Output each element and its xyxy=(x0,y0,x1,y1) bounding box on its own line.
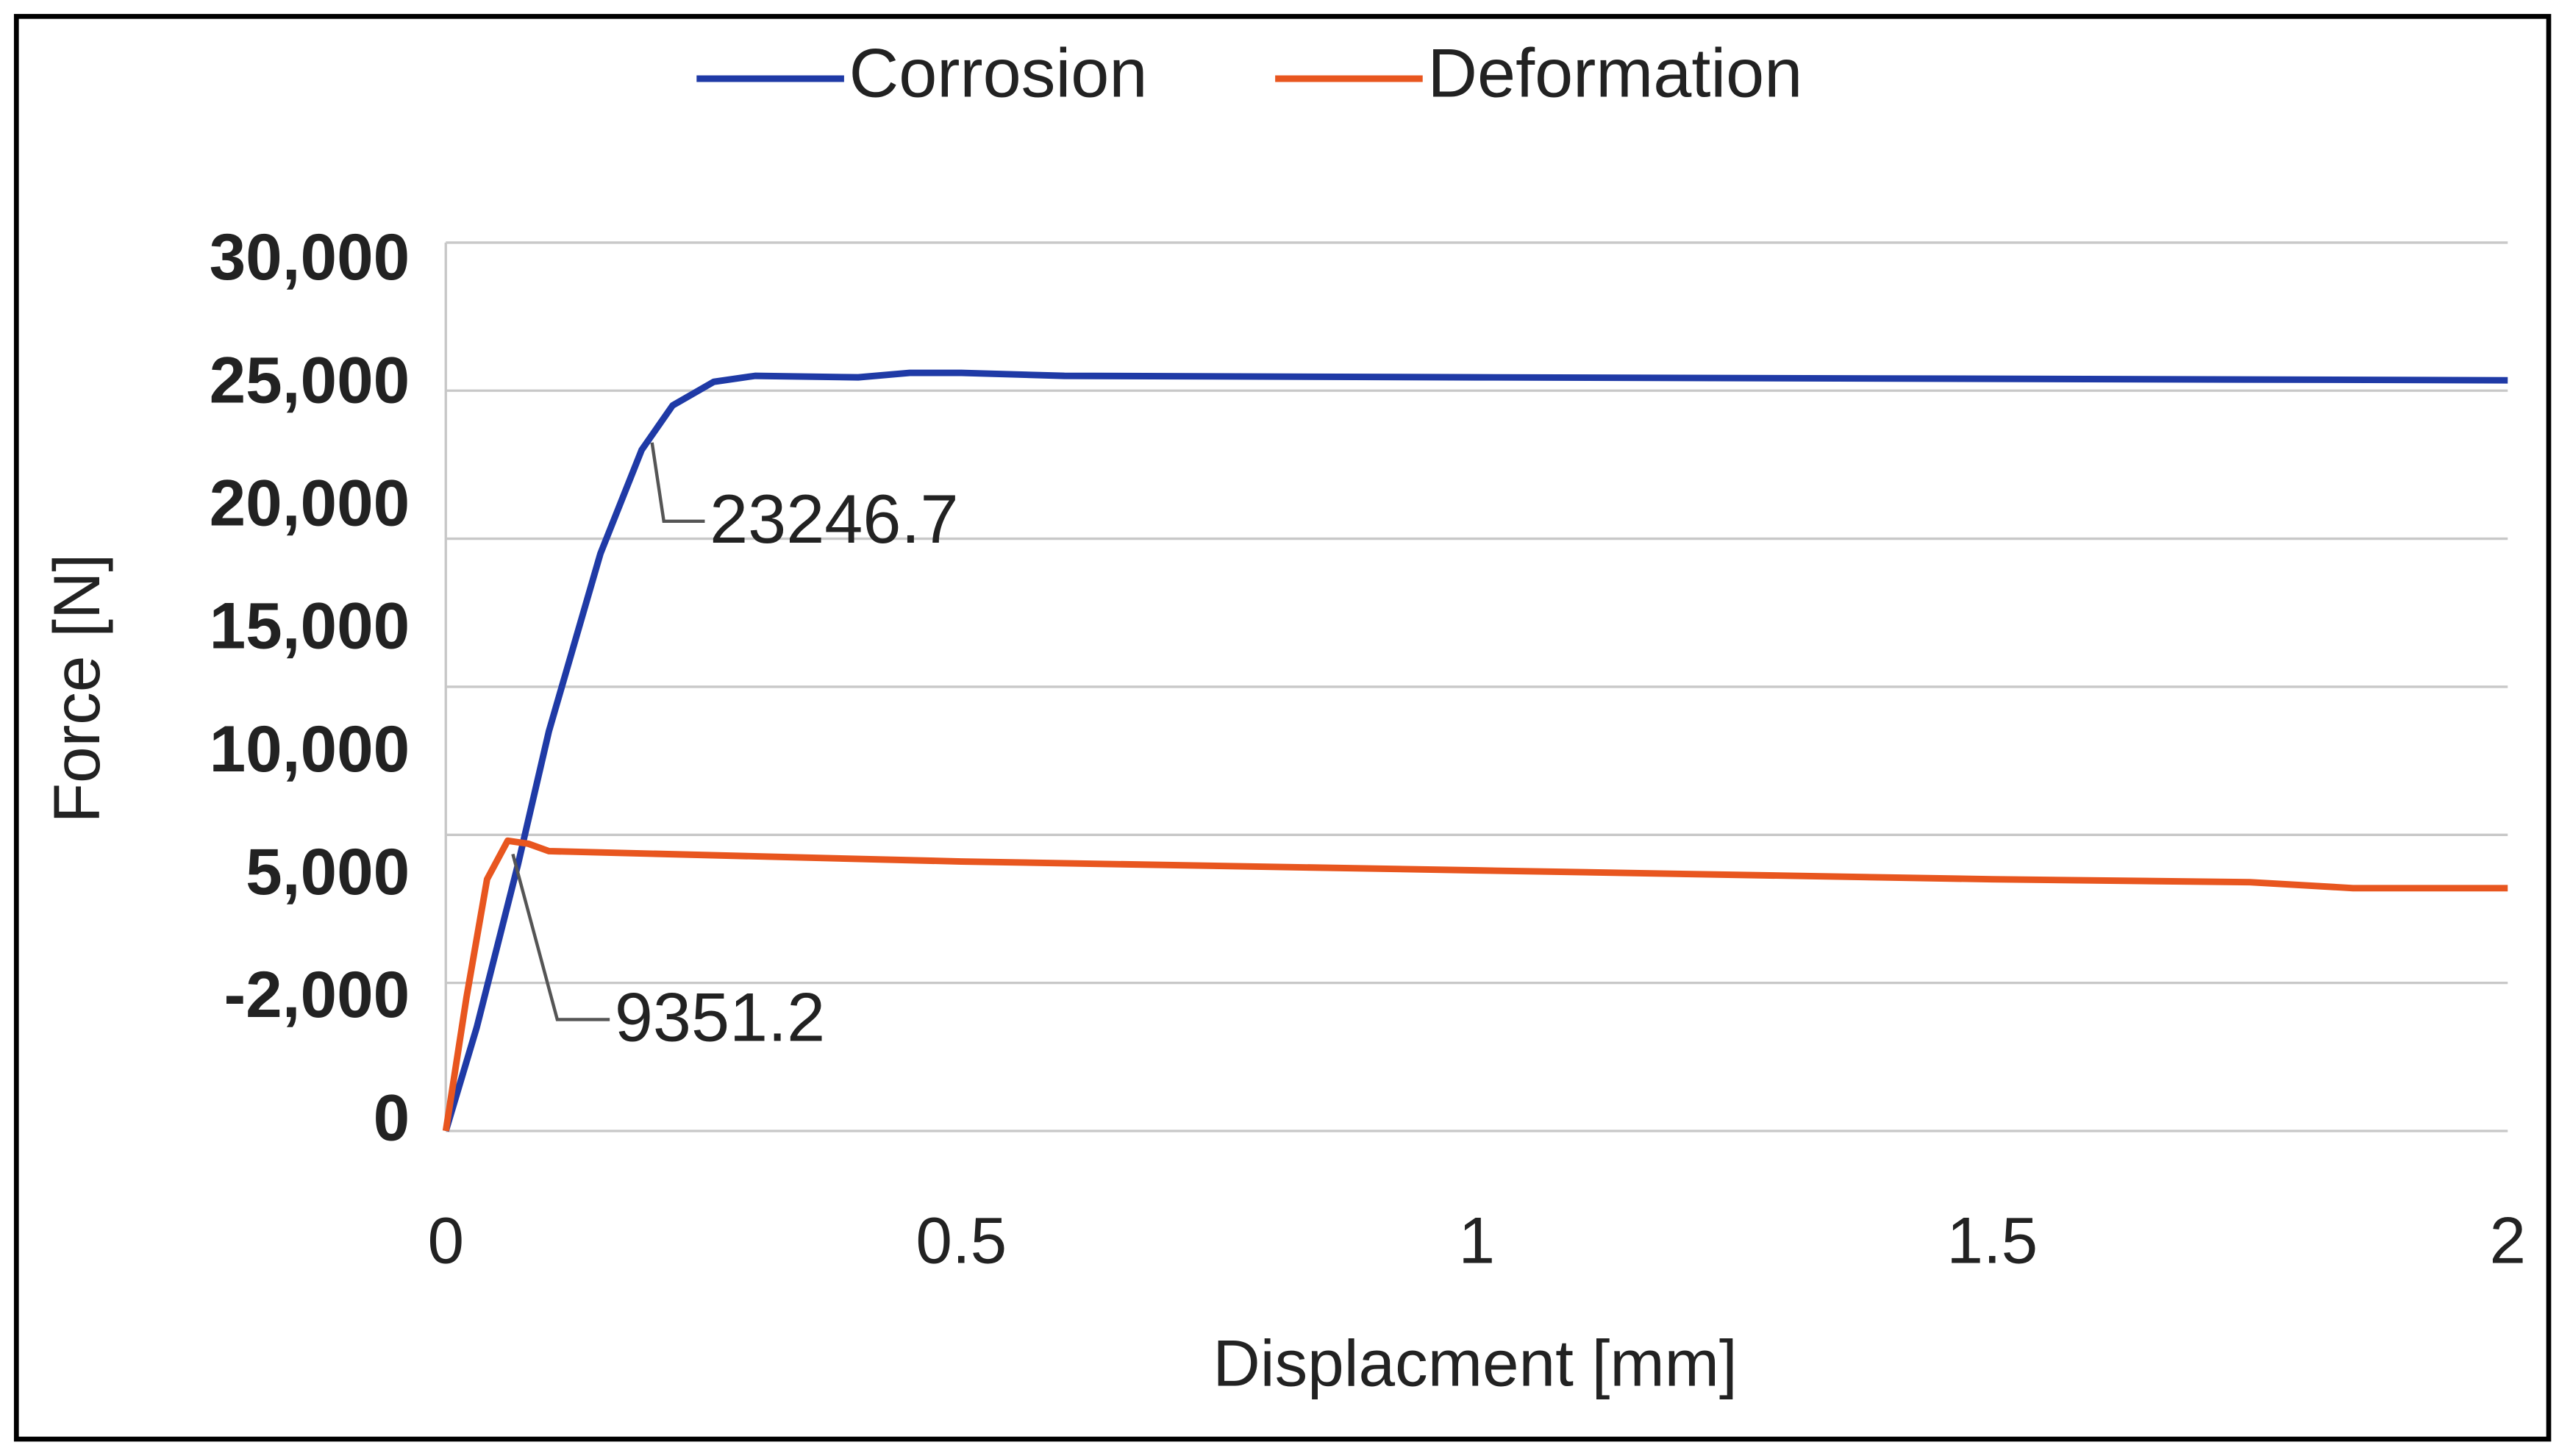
y-tick-label: 15,000 xyxy=(210,589,410,663)
annotation-leader xyxy=(650,442,705,524)
line-series xyxy=(443,369,2508,1132)
y-tick-label: 10,000 xyxy=(210,712,410,785)
y-tick-label: 25,000 xyxy=(210,343,410,416)
y-tick-label: 20,000 xyxy=(210,466,410,540)
legend-label: Deformation xyxy=(1427,35,1802,112)
y-tick-label: 5,000 xyxy=(246,835,410,908)
x-tick-label: 0 xyxy=(427,1204,464,1277)
line-series xyxy=(442,837,2508,1132)
annotation-leader xyxy=(511,853,610,1021)
annotation-label: 23246.7 xyxy=(710,480,958,557)
y-tick-label: 30,000 xyxy=(210,220,410,293)
y-axis-label: Force [N] xyxy=(40,554,113,824)
x-tick-label: 1.5 xyxy=(1946,1204,2038,1277)
legend-label: Corrosion xyxy=(849,35,1148,112)
annotation-label: 9351.2 xyxy=(615,979,825,1056)
frame xyxy=(13,13,2552,1442)
x-tick-label: 0.5 xyxy=(915,1204,1007,1277)
x-tick-label: 2 xyxy=(2490,1204,2527,1277)
y-tick-label: 0 xyxy=(374,1080,410,1154)
x-axis-label: Displacment [mm] xyxy=(1213,1327,1737,1400)
y-tick-label: -2,000 xyxy=(224,957,410,1031)
x-tick-label: 1 xyxy=(1458,1204,1495,1277)
